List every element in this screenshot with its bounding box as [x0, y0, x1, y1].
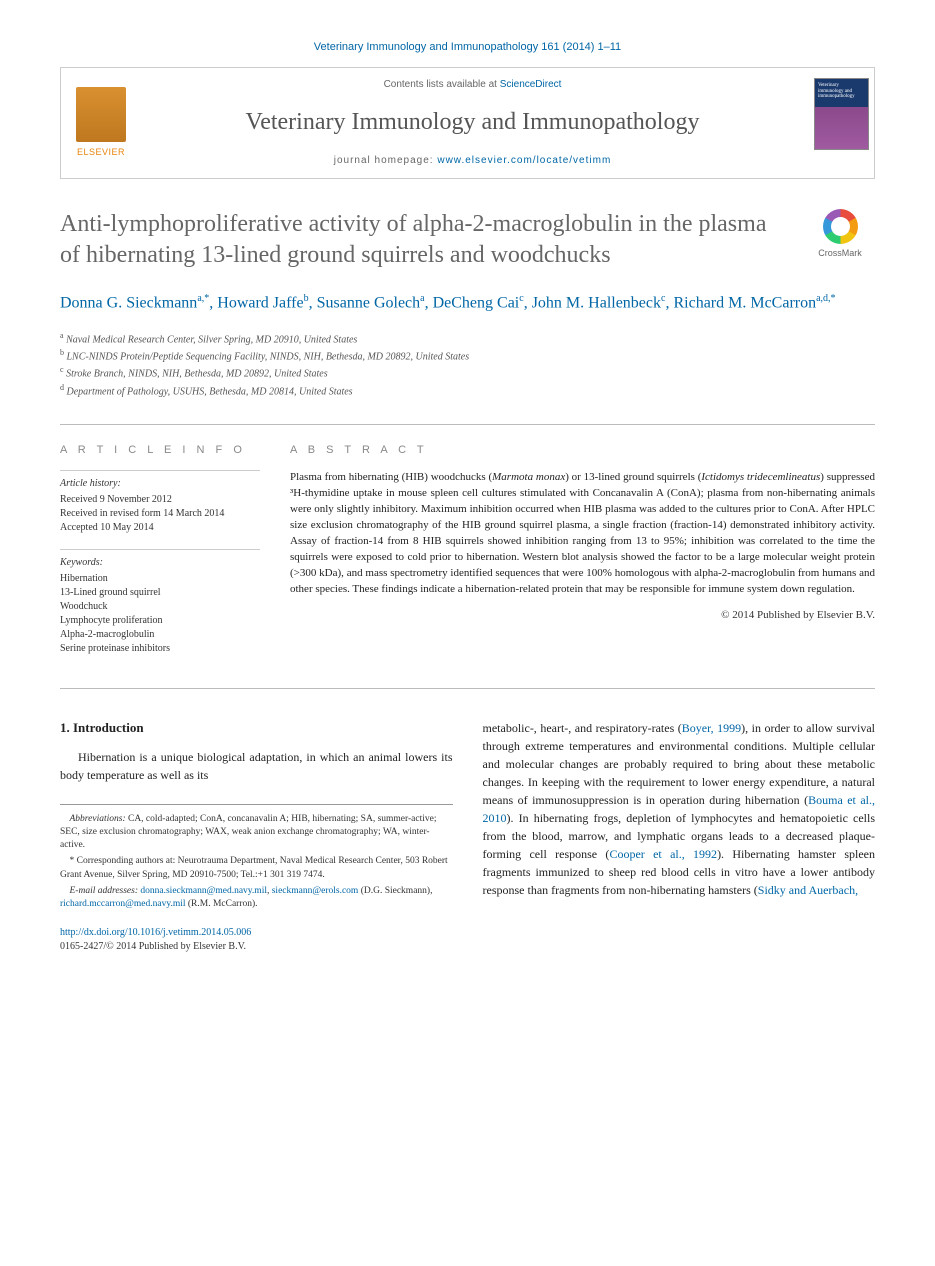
intro-para-1: Hibernation is a unique biological adapt…	[60, 748, 453, 784]
keyword: 13-Lined ground squirrel	[60, 586, 260, 600]
journal-cover[interactable]: Veterinary immunology and immunopatholog…	[804, 68, 874, 178]
authors-list: Donna G. Sieckmanna,*, Howard Jaffeb, Su…	[60, 291, 875, 315]
history-received: Received 9 November 2012	[60, 493, 260, 507]
crossmark-label: CrossMark	[805, 247, 875, 260]
article-history: Article history: Received 9 November 201…	[60, 470, 260, 535]
journal-header: ELSEVIER Contents lists available at Sci…	[60, 67, 875, 179]
email-label: E-mail addresses:	[70, 886, 139, 896]
article-info-heading: A R T I C L E I N F O	[60, 443, 260, 458]
homepage-link[interactable]: www.elsevier.com/locate/vetimm	[437, 155, 611, 166]
email-link-2[interactable]: sieckmann@erols.com	[272, 886, 359, 896]
elsevier-tree-icon	[76, 87, 126, 142]
keyword: Lymphocyte proliferation	[60, 614, 260, 628]
crossmark-icon	[823, 209, 858, 244]
abbrev-label: Abbreviations:	[70, 814, 126, 824]
sciencedirect-link[interactable]: ScienceDirect	[500, 79, 562, 90]
doi-block: http://dx.doi.org/10.1016/j.vetimm.2014.…	[60, 926, 453, 954]
contents-prefix: Contents lists available at	[384, 79, 500, 90]
contents-available: Contents lists available at ScienceDirec…	[151, 78, 794, 92]
abstract-heading: A B S T R A C T	[290, 443, 875, 458]
doi-link[interactable]: http://dx.doi.org/10.1016/j.vetimm.2014.…	[60, 927, 251, 938]
cover-thumbnail: Veterinary immunology and immunopatholog…	[814, 78, 869, 150]
crossmark-badge[interactable]: CrossMark	[805, 209, 875, 260]
citation: Veterinary Immunology and Immunopatholog…	[60, 40, 875, 55]
abbreviations-footnote: Abbreviations: CA, cold-adapted; ConA, c…	[60, 813, 453, 853]
article-title: Anti-lymphoproliferative activity of alp…	[60, 209, 785, 271]
section-heading-intro: 1. Introduction	[60, 719, 453, 737]
left-column: 1. Introduction Hibernation is a unique …	[60, 719, 453, 953]
keyword: Alpha-2-macroglobulin	[60, 628, 260, 642]
history-accepted: Accepted 10 May 2014	[60, 521, 260, 535]
affiliations: a Naval Medical Research Center, Silver …	[60, 330, 875, 399]
keyword: Woodchuck	[60, 600, 260, 614]
abstract-text: Plasma from hibernating (HIB) woodchucks…	[290, 470, 875, 598]
keyword: Serine proteinase inhibitors	[60, 642, 260, 656]
abstract-column: A B S T R A C T Plasma from hibernating …	[290, 443, 875, 670]
cover-title-text: Veterinary immunology and immunopatholog…	[818, 83, 865, 100]
right-column: metabolic-, heart-, and respiratory-rate…	[483, 719, 876, 953]
email-link-1[interactable]: donna.sieckmann@med.navy.mil	[140, 886, 267, 896]
abstract-copyright: © 2014 Published by Elsevier B.V.	[290, 608, 875, 623]
journal-name: Veterinary Immunology and Immunopatholog…	[151, 106, 794, 140]
corresponding-footnote: * Corresponding authors at: Neurotrauma …	[60, 855, 453, 882]
email-link-3[interactable]: richard.mccarron@med.navy.mil	[60, 899, 186, 909]
keyword: Hibernation	[60, 572, 260, 586]
issn-copyright: 0165-2427/© 2014 Published by Elsevier B…	[60, 941, 246, 952]
elsevier-logo[interactable]: ELSEVIER	[61, 68, 141, 178]
email-footnote: E-mail addresses: donna.sieckmann@med.na…	[60, 885, 453, 912]
footnotes: Abbreviations: CA, cold-adapted; ConA, c…	[60, 804, 453, 912]
journal-homepage: journal homepage: www.elsevier.com/locat…	[151, 154, 794, 168]
keywords-label: Keywords:	[60, 556, 260, 570]
elsevier-label: ELSEVIER	[77, 146, 125, 159]
email-name-1: (D.G. Sieckmann),	[358, 886, 432, 896]
homepage-prefix: journal homepage:	[334, 155, 438, 166]
keywords-block: Keywords: Hibernation 13-Lined ground sq…	[60, 549, 260, 656]
email-name-2: (R.M. McCarron).	[186, 899, 258, 909]
history-revised: Received in revised form 14 March 2014	[60, 507, 260, 521]
article-info-column: A R T I C L E I N F O Article history: R…	[60, 443, 260, 670]
intro-para-2: metabolic-, heart-, and respiratory-rate…	[483, 719, 876, 899]
history-label: Article history:	[60, 477, 260, 491]
